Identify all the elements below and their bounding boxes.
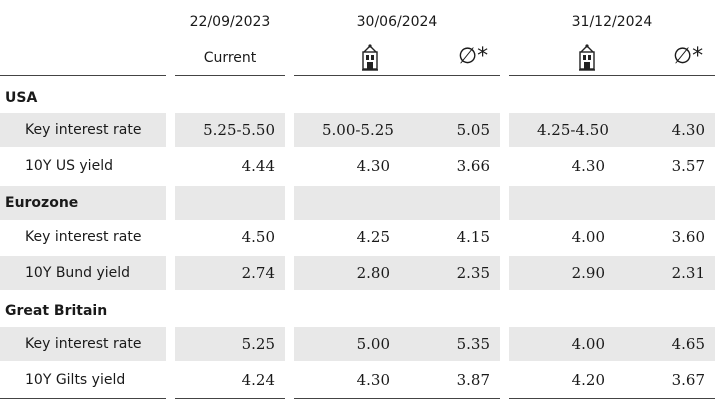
value-mid-forecast: 4.30 [356,371,390,389]
value-end-average: 3.60 [671,228,705,246]
value-mid-forecast: 5.00-5.25 [294,113,500,147]
value-mid-forecast: 2.80 [356,264,390,282]
row-label: Key interest rate [25,229,142,245]
value-end-forecast: 4.30 [571,157,605,175]
section-usa: USA [5,90,38,106]
value-end-forecast: 2.90 [571,264,605,282]
value-mid-bg [294,256,500,290]
value-current: 5.25-5.50 [175,113,285,147]
header-rule [509,75,715,76]
row-label: Key interest rate [0,113,166,147]
value-end-average: 2.31 [671,264,705,282]
date-end-2024: 31/12/2024 [571,14,653,30]
value-mid-forecast: 4.25 [356,228,390,246]
value-end-forecast: 4.00 [571,335,605,353]
value-mid-average: 2.35 [456,264,490,282]
bank-logo-icon [362,44,378,71]
header-rule [294,75,500,76]
row-label: Key interest rate [0,327,166,361]
value-mid-forecast: 4.30 [356,157,390,175]
bottom-rule [509,398,715,399]
value-end-bg [509,256,715,290]
value-end-forecast: 4.00 [571,228,605,246]
header-rule [0,75,166,76]
value-current: 2.74 [175,256,285,290]
value-mid-forecast: 5.00 [356,335,390,353]
value-mid-average: 3.66 [456,157,490,175]
average-symbol: ∅* [673,44,704,69]
row-label: 10Y Bund yield [0,256,166,290]
date-mid-2024: 30/06/2024 [356,14,438,30]
value-end-average: 3.67 [671,371,705,389]
value-end-forecast: 4.25-4.50 [509,113,715,147]
value-end-average: 4.30 [671,121,705,139]
row-label: 10Y US yield [25,158,113,174]
bottom-rule [175,398,285,399]
value-mid-average: 3.87 [456,371,490,389]
section-eurozone: Eurozone [0,186,166,220]
value-current: 4.50 [241,228,275,246]
section-spacer [509,186,715,220]
average-symbol: ∅* [458,44,489,69]
value-current: 5.25 [175,327,285,361]
bottom-rule [294,398,500,399]
bottom-rule [0,398,166,399]
section-spacer [294,186,500,220]
value-mid-average: 5.35 [456,335,490,353]
header-rule [175,75,285,76]
bank-logo-icon [579,44,595,71]
value-current: 4.44 [241,157,275,175]
row-label: 10Y Gilts yield [25,372,126,388]
section-great-britain: Great Britain [5,303,108,319]
value-end-average: 3.57 [671,157,705,175]
value-end-bg [509,327,715,361]
value-mid-average: 5.05 [456,121,490,139]
section-spacer [175,186,285,220]
value-current: 4.24 [241,371,275,389]
value-end-forecast: 4.20 [571,371,605,389]
value-mid-average: 4.15 [456,228,490,246]
value-mid-bg [294,327,500,361]
date-current: 22/09/2023 [189,14,271,30]
current-label: Current [203,50,257,66]
value-end-average: 4.65 [671,335,705,353]
